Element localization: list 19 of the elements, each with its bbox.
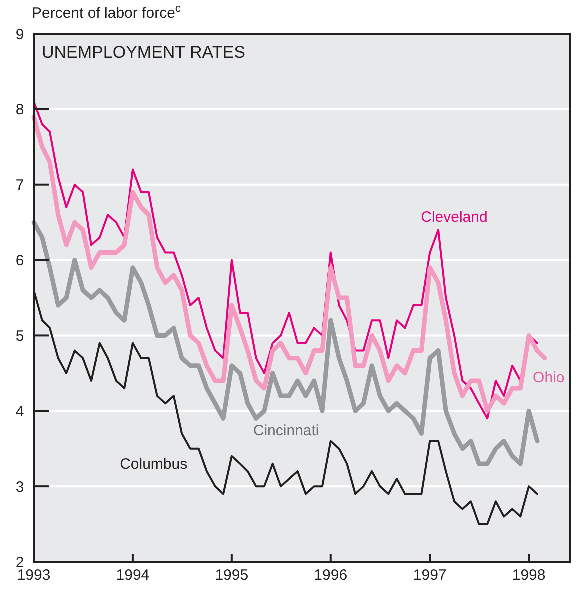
y-axis-title: Percent of labor force$^{c}$: [32, 3, 182, 22]
y-tick-label: 4: [16, 403, 24, 420]
x-tick-label: 1998: [512, 567, 546, 584]
x-tick-label: 1993: [17, 567, 51, 584]
series-label: Columbus: [120, 456, 188, 473]
series-label: Cincinnati: [253, 422, 320, 440]
x-tick-label: 1996: [314, 567, 348, 584]
x-tick-label: 1995: [215, 567, 249, 584]
y-tick-label: 8: [16, 102, 24, 119]
x-tick-label: 1997: [413, 567, 447, 584]
y-tick-label: 3: [16, 478, 24, 496]
series-label: Cleveland: [421, 209, 488, 226]
y-tick-label: 7: [16, 177, 24, 194]
y-tick-label: 9: [16, 26, 24, 44]
series-label: Ohio: [533, 369, 565, 386]
text: UNEMPLOYMENT RATES: [42, 43, 246, 62]
x-tick-label: 1994: [116, 567, 150, 584]
y-tick-label: 5: [16, 328, 24, 345]
y-tick-label: 6: [16, 252, 24, 270]
